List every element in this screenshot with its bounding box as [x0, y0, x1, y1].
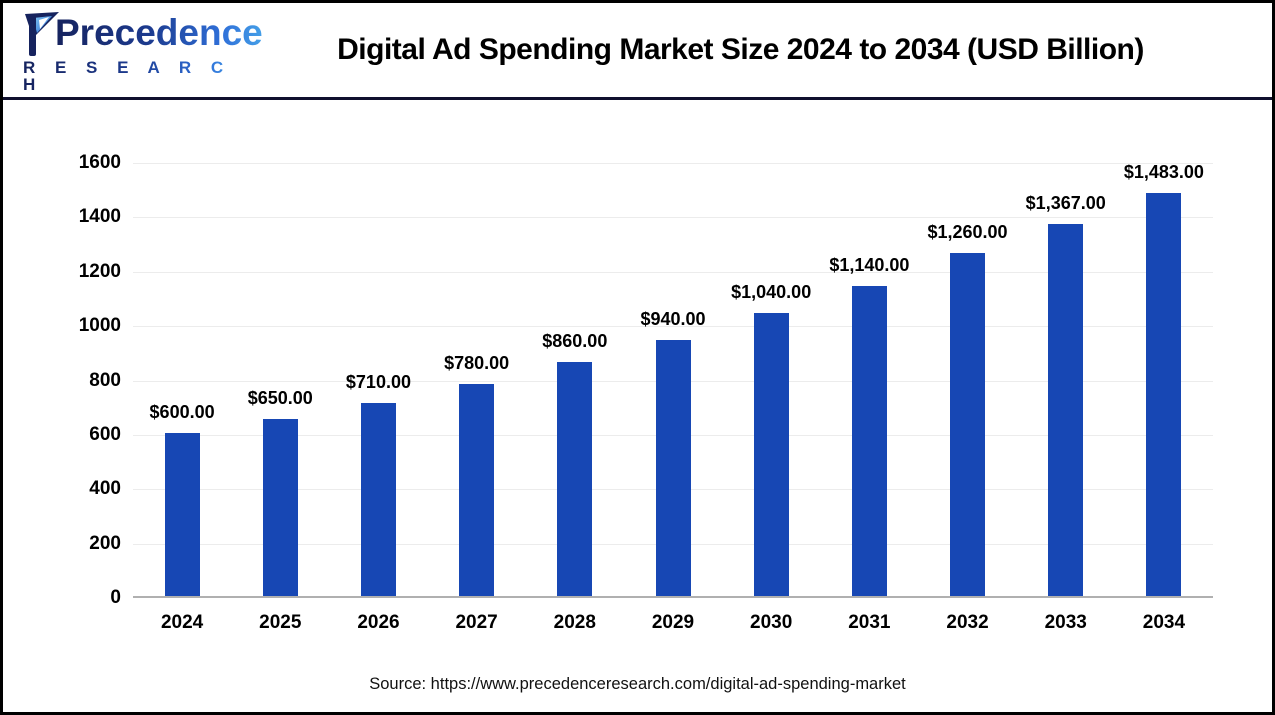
x-axis-label: 2033: [1044, 612, 1087, 633]
x-axis-label: 2029: [651, 612, 695, 633]
y-axis-tick-label: 1600: [78, 152, 121, 173]
gridline: [133, 326, 1213, 328]
bar-value-label: $600.00: [149, 401, 215, 422]
x-axis-label: 2026: [357, 612, 400, 633]
bar-value-label: $940.00: [640, 309, 706, 330]
bar-2026: [360, 402, 396, 596]
chart-container: 0 200 400 600 800 1000 1200 1400 1600 $600.00 202…: [3, 103, 1272, 712]
bar-2031: [851, 286, 887, 596]
bar-2030: [753, 313, 789, 596]
x-axis-label: 2027: [455, 612, 498, 633]
bar-2034: [1146, 192, 1182, 596]
source-text: Source: https://www.precedenceresearch.c…: [369, 675, 906, 693]
y-axis: 0 200 400 600 800 1000 1200 1400 1600: [41, 152, 121, 608]
logo-leaf-icon: [25, 11, 59, 56]
bar-value-label: $1,483.00: [1123, 161, 1204, 182]
bar-value-label: $710.00: [345, 371, 411, 392]
bar-2033: [1048, 224, 1084, 596]
logo-sub-text: R E S E A R C H: [23, 59, 239, 93]
bar-value-label: $1,260.00: [927, 222, 1008, 243]
bar-2024: [164, 432, 200, 596]
y-axis-tick-label: 200: [89, 532, 121, 554]
x-axis-label: 2024: [160, 612, 204, 633]
bar-value-label: $1,040.00: [731, 282, 812, 303]
x-axis-label: 2034: [1142, 612, 1186, 633]
logo-brand-text: Precedence: [55, 11, 263, 53]
gridline: [133, 217, 1213, 219]
x-axis-label: 2030: [750, 612, 793, 633]
gridline: [133, 271, 1213, 273]
precedence-research-logo: Precedence R E S E A R C H: [19, 8, 263, 93]
bar-value-label: $650.00: [247, 388, 313, 409]
y-axis-tick-label: 600: [89, 423, 121, 445]
bar-2032: [950, 253, 986, 596]
x-axis-label: 2025: [259, 612, 302, 633]
gridline: [133, 163, 1213, 164]
bar-value-label: $860.00: [542, 331, 608, 352]
x-axis-label: 2031: [848, 612, 891, 633]
y-axis-tick-label: 800: [89, 369, 121, 391]
y-axis-tick-label: 400: [89, 478, 121, 500]
y-axis-tick-label: 1400: [78, 206, 121, 228]
bar-value-label: $1,140.00: [829, 255, 910, 276]
y-axis-tick-label: 1200: [78, 260, 121, 282]
bar-2025: [262, 419, 298, 596]
header: Precedence R E S E A R C H Digital Ad Sp…: [3, 3, 1272, 100]
x-axis-label: 2028: [553, 612, 596, 633]
bar-2027: [459, 383, 495, 596]
bar-value-label: $1,367.00: [1025, 193, 1106, 214]
bar-value-label: $780.00: [444, 352, 510, 373]
page-title: Digital Ad Spending Market Size 2024 to …: [337, 33, 1144, 66]
bar-2028: [557, 362, 593, 596]
y-axis-tick-label: 0: [110, 587, 121, 608]
y-axis-tick-label: 1000: [78, 315, 121, 337]
bar-2029: [655, 340, 691, 596]
plot-area: $600.00 2024 $650.00 2025 $710.00 2026 $780.00…: [133, 162, 1213, 633]
x-axis-label: 2032: [946, 612, 989, 633]
